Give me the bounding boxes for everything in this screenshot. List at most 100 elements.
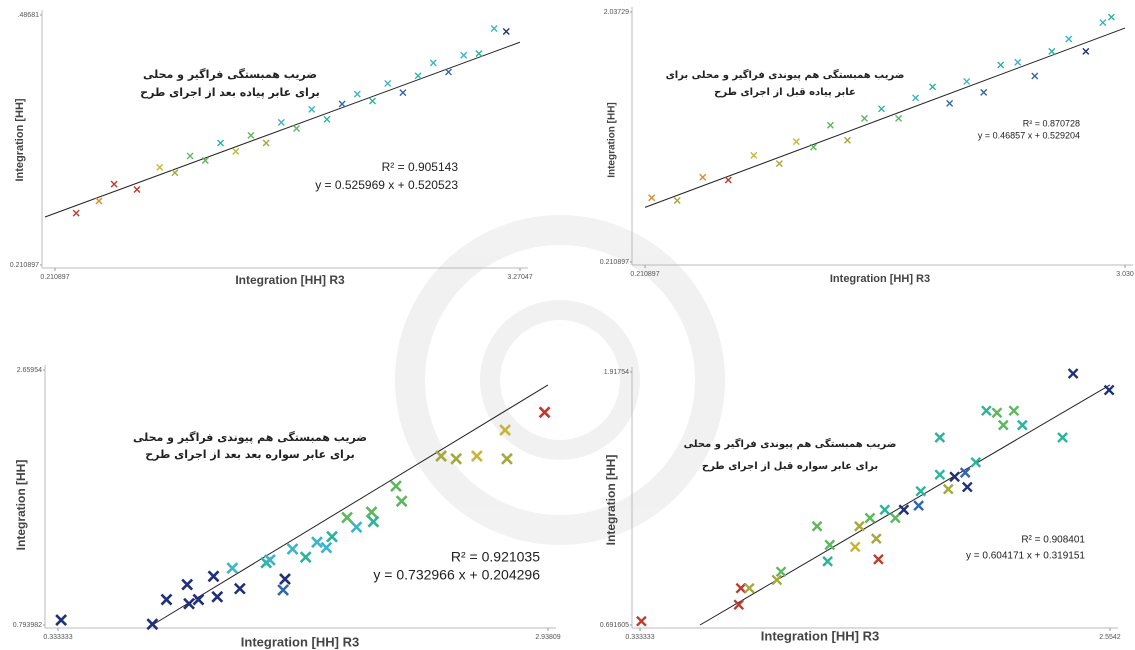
point xyxy=(822,556,833,567)
point xyxy=(980,88,988,96)
y-tick-label: 1.91754 xyxy=(604,369,629,376)
point xyxy=(201,157,209,165)
point xyxy=(724,176,732,184)
point xyxy=(673,197,681,205)
point xyxy=(648,194,656,202)
point xyxy=(890,512,901,524)
point xyxy=(961,481,973,493)
point xyxy=(1048,47,1056,55)
point xyxy=(1103,384,1115,396)
x-axis-label: Integration [HH] R3 xyxy=(761,628,879,643)
point xyxy=(323,115,331,123)
x-tick-label: 0.210897 xyxy=(40,274,69,281)
point xyxy=(1057,432,1068,443)
point xyxy=(232,147,240,155)
point xyxy=(824,539,836,551)
point xyxy=(264,554,276,566)
point xyxy=(95,197,103,205)
point xyxy=(110,180,118,188)
point xyxy=(156,163,164,171)
point xyxy=(775,566,787,578)
point xyxy=(792,138,800,146)
point xyxy=(435,450,448,462)
point xyxy=(369,97,377,105)
fit-line xyxy=(699,384,1111,626)
annotation-title: ضریب همبستگی فراگیر و محلی xyxy=(143,68,317,81)
point xyxy=(171,169,179,177)
point xyxy=(849,541,861,553)
fit-stats: y = 0.604171 x + 0.319151 xyxy=(966,551,1085,562)
fit-line xyxy=(152,384,549,626)
point xyxy=(949,471,960,483)
point xyxy=(1008,405,1020,417)
point xyxy=(735,582,747,594)
x-tick-label: 2.5542 xyxy=(1099,634,1121,641)
point xyxy=(860,114,868,122)
point xyxy=(959,467,971,478)
point xyxy=(460,51,468,59)
annotation-title: ضریب همبستگی هم پیوندی فراگیر و محلی xyxy=(684,437,897,450)
y-axis-label: Integration [HH] xyxy=(14,98,26,181)
x-tick-label: 0.210897 xyxy=(630,271,659,278)
point xyxy=(912,94,920,102)
point xyxy=(1016,419,1028,431)
point xyxy=(501,452,513,465)
point xyxy=(320,541,333,554)
point xyxy=(299,551,312,564)
fit-stats: y = 0.525969 x + 0.520523 xyxy=(315,178,458,192)
point xyxy=(414,72,422,80)
point xyxy=(350,521,363,534)
point xyxy=(450,452,463,465)
point xyxy=(365,506,378,519)
point xyxy=(873,553,884,565)
point xyxy=(311,536,323,549)
point xyxy=(699,173,707,181)
point xyxy=(970,456,982,468)
x-tick-label: 3.030 xyxy=(1116,271,1134,278)
fit-stats: y = 0.732966 x + 0.204296 xyxy=(373,567,540,583)
x-tick-label: 0.333333 xyxy=(625,634,654,641)
point xyxy=(262,139,270,147)
point xyxy=(1107,13,1115,21)
point xyxy=(775,160,783,168)
annotation-title: ضریب همبستگی هم پیوندی فراگیر و محلی برا… xyxy=(666,68,905,81)
point xyxy=(395,495,408,508)
point xyxy=(991,407,1003,419)
point xyxy=(293,124,301,132)
y-axis-label: Integration [HH] xyxy=(14,460,28,551)
x-tick-label: 3.27047 xyxy=(507,274,532,281)
point xyxy=(226,562,239,575)
point xyxy=(854,520,865,532)
point xyxy=(946,99,954,107)
point xyxy=(934,469,946,481)
point xyxy=(870,533,882,545)
annotation-title: برای عابر سواره بعد بعد از اجرای طرح xyxy=(145,448,355,461)
annotation-title: عابر پیاده قبل از اجرای طرح xyxy=(714,87,856,98)
point xyxy=(895,114,903,122)
point xyxy=(963,77,971,85)
point xyxy=(898,504,910,516)
point xyxy=(809,143,817,151)
point xyxy=(183,597,195,610)
fit-stats: R² = 0.870728 xyxy=(1023,118,1080,128)
point xyxy=(429,59,437,67)
point xyxy=(390,480,402,493)
x-axis-label: Integration [HH] R3 xyxy=(830,273,930,285)
point xyxy=(981,405,992,417)
point xyxy=(160,593,173,606)
point xyxy=(186,152,194,160)
point xyxy=(502,28,510,36)
point xyxy=(279,573,291,585)
point xyxy=(133,186,141,194)
point xyxy=(771,574,783,586)
point xyxy=(733,599,745,611)
point xyxy=(826,121,834,129)
point xyxy=(367,515,380,528)
point xyxy=(843,136,851,144)
point xyxy=(942,483,954,495)
y-axis-label: Integration [HH] xyxy=(604,455,618,546)
point xyxy=(913,500,924,511)
y-tick-label: 2.65954 xyxy=(17,367,42,374)
fit-stats: y = 0.46857 x + 0.529204 xyxy=(978,130,1080,140)
point xyxy=(934,432,946,443)
